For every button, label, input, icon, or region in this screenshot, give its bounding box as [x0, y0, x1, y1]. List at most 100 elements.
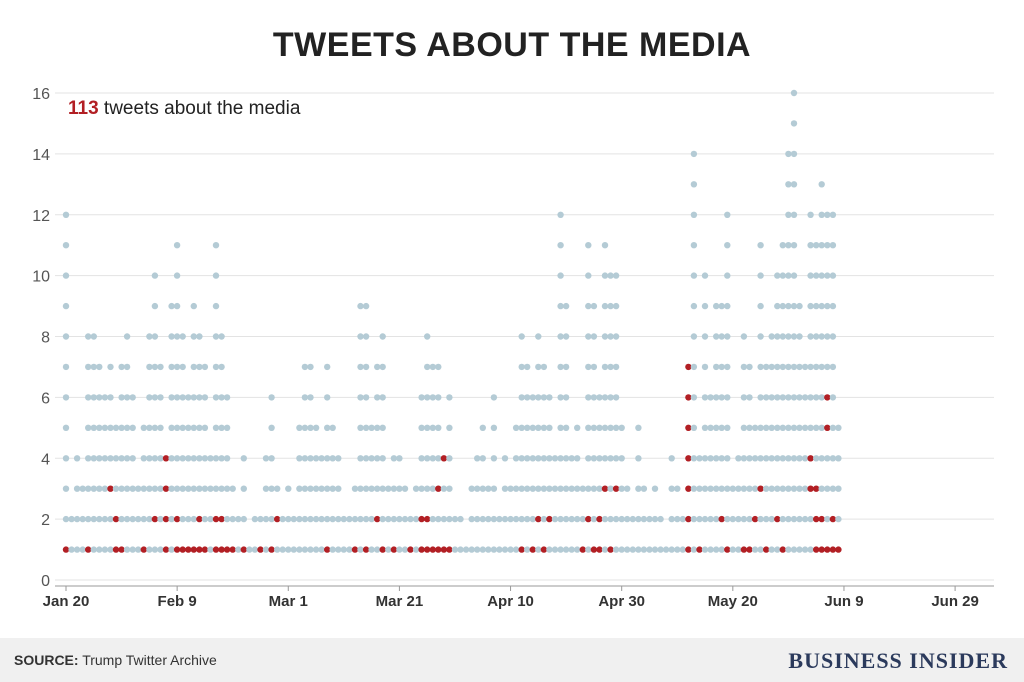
tweet-dot: [690, 150, 698, 158]
tweet-dot: [496, 515, 503, 523]
tweet-dot: [179, 455, 186, 462]
tweet-dot: [90, 455, 98, 462]
tweet-dot: [90, 546, 98, 553]
tweet-dot: [785, 211, 792, 218]
tweet-dot: [146, 424, 153, 431]
tweet-dot: [68, 515, 75, 523]
tweet-dot: [740, 333, 748, 340]
media-tweet-dot: [418, 515, 425, 523]
tweet-dot: [713, 455, 720, 462]
tweet-dot: [324, 394, 331, 401]
tweet-dot: [190, 455, 197, 462]
tweet-dot: [640, 546, 648, 553]
tweet-dot: [385, 485, 392, 492]
tweet-dot: [207, 546, 214, 553]
tweet-dot: [268, 424, 275, 431]
tweet-dot: [485, 546, 492, 553]
x-tick-label: Mar 1: [269, 593, 308, 610]
tweet-dot: [590, 515, 598, 523]
tweet-dot: [374, 394, 381, 401]
tweet-dot: [635, 455, 642, 462]
tweet-dot: [590, 363, 598, 371]
tweet-dot: [813, 272, 820, 279]
tweet-dot: [829, 394, 837, 401]
tweet-dot: [424, 455, 431, 462]
tweet-dot: [123, 515, 131, 523]
tweet-dot: [785, 272, 792, 279]
tweet-dot: [223, 424, 231, 431]
tweet-dot: [579, 515, 586, 523]
tweet-dot: [801, 455, 809, 462]
tweet-dot: [818, 485, 825, 492]
tweet-dot: [718, 424, 725, 431]
tweet-dot: [218, 485, 225, 492]
tweet-dot: [412, 485, 420, 492]
tweet-dot: [424, 363, 431, 371]
tweet-dot: [813, 424, 820, 431]
tweet-dot: [157, 515, 164, 523]
tweet-dot: [562, 302, 570, 310]
media-tweet-dot: [223, 546, 231, 553]
tweet-dot: [757, 272, 764, 279]
tweet-dot: [629, 546, 636, 553]
tweet-dot: [635, 485, 642, 492]
tweet-dot: [518, 424, 525, 431]
tweet-dot: [724, 515, 731, 523]
tweet-dot: [785, 333, 792, 340]
media-tweet-dot: [218, 546, 225, 553]
tweet-dot: [468, 515, 475, 523]
tweet-dot: [107, 424, 114, 431]
tweet-dot: [529, 485, 536, 492]
media-tweet-dot: [824, 394, 831, 401]
tweet-dot: [179, 515, 186, 523]
tweet-dot: [512, 546, 520, 553]
tweet-dot: [146, 485, 153, 492]
tweet-dot: [218, 455, 225, 462]
tweet-dot: [168, 455, 175, 462]
tweet-dot: [90, 424, 98, 431]
tweet-dot: [307, 485, 314, 492]
tweet-dot: [357, 455, 364, 462]
tweet-dot: [118, 394, 125, 401]
tweet-dot: [312, 546, 320, 553]
tweet-dot: [123, 394, 131, 401]
tweet-dot: [829, 242, 837, 249]
tweet-dot: [590, 333, 598, 340]
tweet-dot: [129, 546, 136, 553]
tweet-dot: [446, 424, 453, 431]
tweet-dot: [223, 455, 231, 462]
tweet-dot: [329, 546, 336, 553]
tweet-dot: [763, 394, 770, 401]
tweet-dot: [151, 424, 159, 431]
tweet-dot: [790, 333, 798, 340]
tweet-dot: [374, 485, 381, 492]
tweet-dot: [585, 424, 592, 431]
tweet-dot: [301, 394, 309, 401]
tweet-dot: [401, 515, 409, 523]
tweet-dot: [396, 455, 403, 462]
tweet-dot: [173, 394, 181, 401]
tweet-dot: [85, 424, 92, 431]
tweet-dot: [185, 424, 192, 431]
tweet-dot: [262, 485, 270, 492]
tweet-dot: [746, 394, 753, 401]
tweet-dot: [173, 485, 181, 492]
tweet-dot: [79, 515, 86, 523]
tweet-dot: [824, 485, 831, 492]
media-tweet-dot: [607, 546, 614, 553]
tweet-dot: [596, 394, 603, 401]
tweet-dot: [690, 515, 698, 523]
tweet-dot: [490, 546, 498, 553]
tweet-dot: [379, 515, 386, 523]
tweet-dot: [768, 455, 775, 462]
media-tweet-dot: [696, 546, 703, 553]
tweet-dot: [535, 455, 542, 462]
tweet-dot: [796, 515, 803, 523]
brand-logo: BUSINESS INSIDER: [788, 648, 1008, 673]
tweet-dot: [557, 515, 564, 523]
tweet-dot: [418, 455, 425, 462]
y-tick-label: 10: [32, 269, 50, 286]
tweet-dot: [713, 515, 720, 523]
tweet-dot: [590, 302, 598, 310]
tweet-dot: [107, 455, 114, 462]
